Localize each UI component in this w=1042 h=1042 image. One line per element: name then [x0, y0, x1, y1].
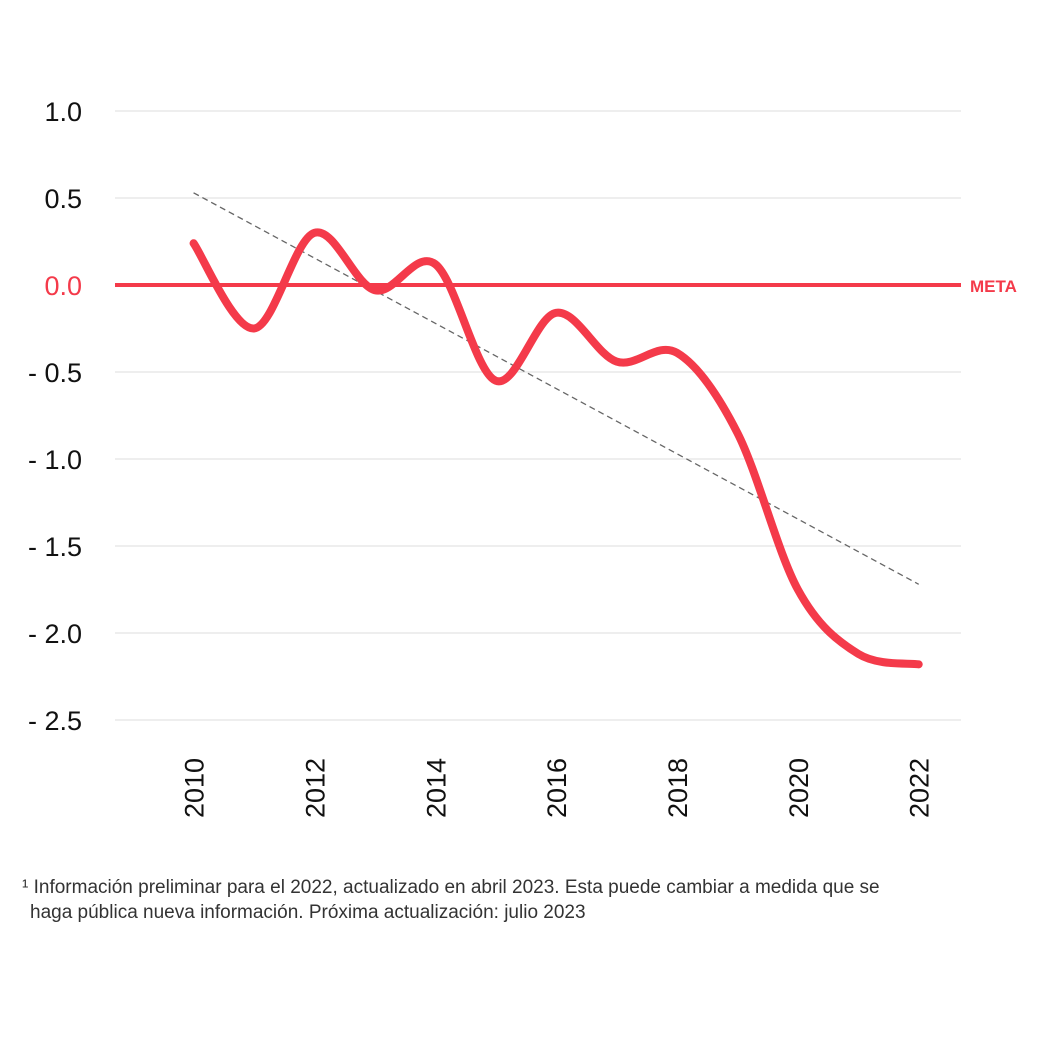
x-tick-label: 2012 — [300, 758, 330, 818]
data-point — [613, 358, 621, 366]
meta-label: META — [970, 277, 1017, 296]
data-point — [854, 650, 862, 658]
data-point — [310, 229, 318, 237]
footnote-line-1: ¹ Información preliminar para el 2022, a… — [22, 877, 880, 898]
data-points — [190, 229, 923, 669]
data-point — [552, 309, 560, 317]
y-tick-label: 0.5 — [44, 184, 82, 214]
data-point — [794, 586, 802, 594]
series-line — [189, 228, 923, 669]
y-tick-label: - 2.5 — [28, 706, 82, 736]
y-tick-label: 0.0 — [44, 271, 82, 301]
footnote: ¹ Información preliminar para el 2022, a… — [22, 875, 1022, 925]
y-tick-label: - 0.5 — [28, 358, 82, 388]
footnote-line-2: haga pública nueva información. Próxima … — [30, 902, 586, 923]
y-tick-label: 1.0 — [44, 97, 82, 127]
y-tick-label: - 1.5 — [28, 532, 82, 562]
data-point — [371, 286, 379, 294]
x-tick-label: 2020 — [784, 758, 814, 818]
data-point — [190, 239, 198, 247]
data-point — [250, 325, 258, 333]
x-tick-label: 2014 — [421, 758, 451, 818]
x-tick-label: 2016 — [542, 758, 572, 818]
y-axis-ticks: 1.0 0.5 0.0 - 0.5 - 1.0 - 1.5 - 2.0 - 2.5 — [28, 97, 82, 736]
data-point — [733, 429, 741, 437]
trend-line — [193, 192, 920, 585]
y-tick-label: - 1.0 — [28, 445, 82, 475]
x-tick-label: 2010 — [180, 758, 210, 818]
data-point — [492, 377, 500, 385]
data-point — [915, 660, 923, 668]
gridlines — [115, 110, 961, 721]
data-point — [431, 260, 439, 268]
x-tick-label: 2018 — [663, 758, 693, 818]
x-tick-label: 2022 — [905, 758, 935, 818]
data-point — [673, 349, 681, 357]
y-tick-label: - 2.0 — [28, 619, 82, 649]
x-axis-ticks: 2010 2012 2014 2016 2018 2020 2022 — [180, 758, 935, 818]
